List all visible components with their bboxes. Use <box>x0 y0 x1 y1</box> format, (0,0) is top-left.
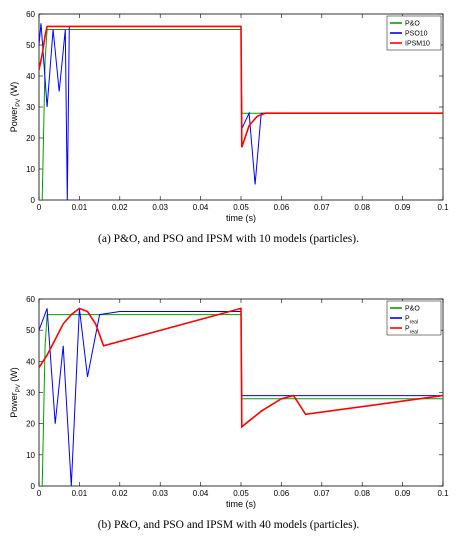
y-tick-label: 10 <box>26 165 35 174</box>
y-tick-label: 60 <box>26 10 35 19</box>
legend-label-sub: real <box>410 330 418 336</box>
y-tick-label: 0 <box>31 482 36 491</box>
y-tick-label: 0 <box>31 196 36 205</box>
y-tick-label: 20 <box>26 134 35 143</box>
y-tick-label: 40 <box>26 357 35 366</box>
series-line-2 <box>39 25 443 148</box>
legend-label-1: PSO10 <box>405 31 428 38</box>
x-tick-label: 0.07 <box>314 203 330 212</box>
y-tick-label: 40 <box>26 72 35 81</box>
x-tick-label: 0.02 <box>112 203 128 212</box>
x-axis-label: time (s) <box>226 499 256 509</box>
chart-b: 0 0.01 0.02 0.03 0.04 0.05 0.06 0.07 0.08 0.09 0.1… <box>9 295 449 509</box>
x-tick-label: 0.06 <box>274 489 290 498</box>
legend-label-main: PSO10 <box>405 31 428 38</box>
x-tick-label: 0.09 <box>395 489 411 498</box>
y-tick-label: 30 <box>26 103 35 112</box>
y-tick-label: 10 <box>26 451 35 460</box>
caption-a: (a) P&O, and PSO and IPSM with 10 models… <box>98 233 359 245</box>
legend-label-main: P <box>405 316 410 323</box>
legend-label-main: P <box>405 326 410 333</box>
x-tick-label: 0.09 <box>395 203 411 212</box>
x-tick-label: 0.02 <box>112 489 128 498</box>
y-tick-label: 50 <box>26 41 35 50</box>
y-tick-label: 30 <box>26 389 35 398</box>
chart-a: 0 0.01 0.02 0.03 0.04 0.05 0.06 0.07 0.08 0.09 0.1… <box>9 10 449 223</box>
x-tick-label: 0.1 <box>437 203 449 212</box>
y-axis-label-unit: (W) <box>9 82 19 99</box>
x-tick-label: 0 <box>37 489 42 498</box>
y-axis-label: PowerPV (W) <box>9 82 22 133</box>
x-axis-label: time (s) <box>226 213 256 223</box>
x-tick-label: 0.01 <box>72 489 88 498</box>
legend-label-main: P&O <box>405 306 420 313</box>
x-tick-label: 0 <box>37 203 42 212</box>
legend-label-main: P&O <box>405 21 420 28</box>
series-line-1 <box>39 308 443 486</box>
x-tick-label: 0.05 <box>233 203 249 212</box>
legend-label-main: IPSM10 <box>405 41 430 48</box>
x-tick-label: 0.08 <box>354 489 370 498</box>
x-tick-label: 0.1 <box>437 489 449 498</box>
series-line-2 <box>39 307 443 429</box>
y-axis-label-unit: (W) <box>9 367 19 384</box>
y-axis-label-main: Power <box>9 107 19 133</box>
legend-label-sub: real <box>410 320 418 326</box>
y-tick-label: 60 <box>26 295 35 304</box>
y-axis-label-sub: PV <box>16 99 22 107</box>
legend-label-1: Preal <box>405 316 418 326</box>
legend-label-0: P&O <box>405 21 420 28</box>
x-tick-label: 0.04 <box>193 203 209 212</box>
y-tick-label: 50 <box>26 326 35 335</box>
x-tick-label: 0.06 <box>274 203 290 212</box>
x-tick-label: 0.08 <box>354 203 370 212</box>
y-axis-label: PowerPV (W) <box>9 367 22 418</box>
legend-label-2: Preal <box>405 326 418 336</box>
legend-label-0: P&O <box>405 306 420 313</box>
x-tick-label: 0.07 <box>314 489 330 498</box>
y-axis-label-sub: PV <box>16 384 22 392</box>
x-tick-label: 0.03 <box>152 489 168 498</box>
caption-b: (b) P&O, and PSO and IPSM with 40 models… <box>97 519 360 531</box>
x-tick-label: 0.03 <box>152 203 168 212</box>
legend-label-2: IPSM10 <box>405 41 430 48</box>
x-tick-label: 0.01 <box>72 203 88 212</box>
x-tick-label: 0.04 <box>193 489 209 498</box>
y-axis-label-main: Power <box>9 392 19 418</box>
x-tick-label: 0.05 <box>233 489 249 498</box>
y-tick-label: 20 <box>26 420 35 429</box>
